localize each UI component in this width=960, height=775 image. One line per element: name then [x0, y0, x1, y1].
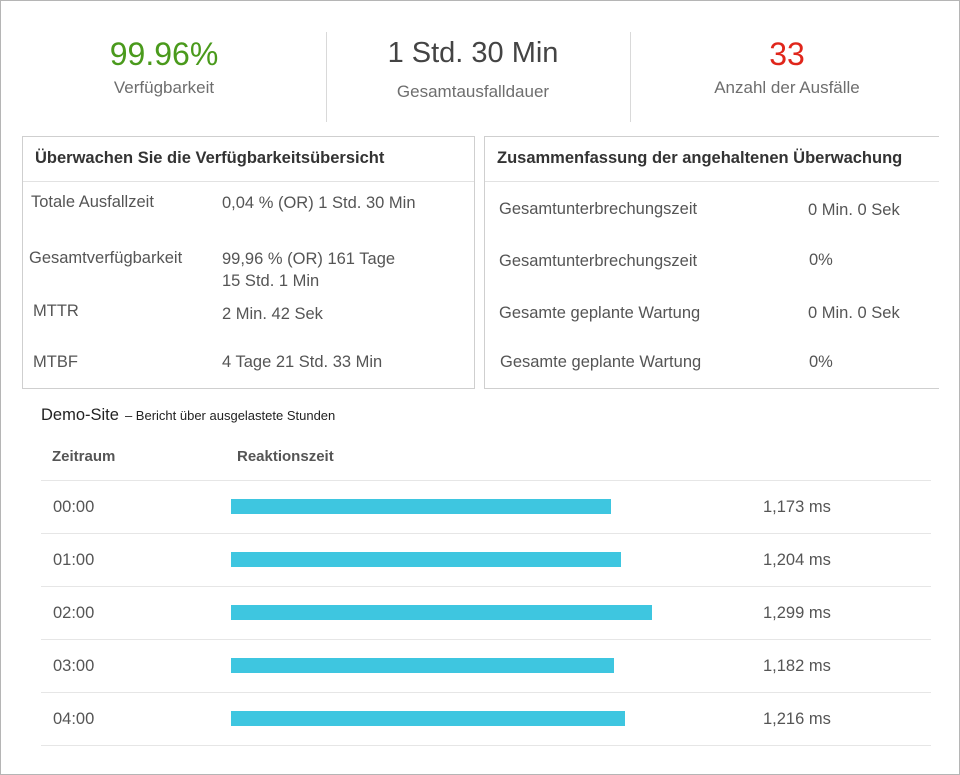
availability-overview-panel: Überwachen Sie die Verfügbarkeitsübersic… — [22, 136, 475, 389]
row-time: 04:00 — [53, 710, 95, 728]
paused-monitoring-panel: Zusammenfassung der angehaltenen Überwac… — [484, 136, 939, 389]
downtime-stat: 1 Std. 30 Min Gesamtausfalldauer — [323, 34, 623, 102]
row-label: Totale Ausfallzeit — [31, 193, 154, 211]
table-row: 00:00 1,173 ms — [41, 480, 931, 534]
row-label: Gesamte geplante Wartung — [500, 353, 702, 371]
availability-label: Verfügbarkeit — [113, 78, 215, 97]
row-label: MTTR — [33, 302, 79, 320]
row-response-time: 1,182 ms — [763, 657, 831, 675]
report-title: Demo-Site – Bericht über ausgelastete Stu… — [41, 406, 335, 425]
row-value: 0,04 % (OR) 1 Std. 30 Min — [222, 194, 416, 212]
row-response-time: 1,204 ms — [763, 551, 831, 569]
row-time: 00:00 — [53, 498, 95, 516]
row-value-line2: 15 Std. 1 Min — [222, 272, 320, 290]
row-time: 02:00 — [53, 604, 95, 622]
row-value: 2 Min. 42 Sek — [222, 305, 323, 323]
outages-label: Anzahl der Ausfälle — [714, 78, 860, 97]
response-bar — [231, 605, 652, 620]
row-label: Gesamtunterbrechungszeit — [499, 200, 698, 218]
row-label: MTBF — [33, 353, 78, 371]
availability-stat: 99.96% Verfügbarkeit — [14, 34, 314, 98]
column-header-period: Zeitraum — [52, 448, 116, 465]
row-label: Gesamtverfügbarkeit — [29, 249, 183, 267]
table-row: 04:00 1,216 ms — [41, 692, 931, 746]
row-time: 03:00 — [53, 657, 95, 675]
panel-title: Überwachen Sie die Verfügbarkeitsübersic… — [23, 137, 474, 182]
row-response-time: 1,299 ms — [763, 604, 831, 622]
row-value: 0 Min. 0 Sek — [808, 304, 900, 322]
row-response-time: 1,173 ms — [763, 498, 831, 516]
row-value: 0% — [809, 353, 833, 371]
stat-divider — [326, 32, 327, 122]
row-value: 0 Min. 0 Sek — [808, 201, 900, 219]
row-response-time: 1,216 ms — [763, 710, 831, 728]
response-bar — [231, 499, 611, 514]
row-value: 99,96 % (OR) 161 Tage — [222, 250, 396, 268]
column-header-response: Reaktionszeit — [237, 448, 334, 465]
outages-stat: 33 Anzahl der Ausfälle — [637, 34, 937, 98]
outages-value: 33 — [769, 36, 805, 72]
table-row: 03:00 1,182 ms — [41, 639, 931, 693]
response-bar — [231, 658, 614, 673]
row-value: 4 Tage 21 Std. 33 Min — [222, 353, 383, 371]
panel-title: Zusammenfassung der angehaltenen Überwac… — [485, 137, 939, 182]
downtime-label: Gesamtausfalldauer — [396, 82, 550, 101]
site-name: Demo-Site — [41, 406, 119, 424]
response-bar — [231, 552, 621, 567]
response-bar — [231, 711, 625, 726]
table-divider — [41, 745, 931, 746]
downtime-value: 1 Std. 30 Min — [387, 37, 559, 69]
availability-value: 99.96% — [109, 36, 219, 72]
table-row: 01:00 1,204 ms — [41, 533, 931, 587]
stat-divider — [630, 32, 631, 122]
row-time: 01:00 — [53, 551, 95, 569]
report-subtitle: – Bericht über ausgelastete Stunden — [124, 408, 336, 423]
row-value: 0% — [809, 251, 833, 269]
row-label: Gesamte geplante Wartung — [499, 304, 701, 322]
table-row: 02:00 1,299 ms — [41, 586, 931, 640]
row-label: Gesamtunterbrechungszeit — [499, 252, 698, 270]
